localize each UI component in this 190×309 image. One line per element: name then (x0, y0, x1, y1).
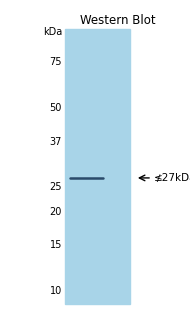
Text: 37: 37 (50, 137, 62, 147)
Text: 15: 15 (50, 240, 62, 250)
Text: 50: 50 (50, 103, 62, 113)
Text: Western Blot: Western Blot (80, 14, 156, 27)
Text: 25: 25 (50, 182, 62, 192)
Text: 20: 20 (50, 207, 62, 217)
Text: 75: 75 (50, 57, 62, 67)
Text: 10: 10 (50, 286, 62, 296)
Text: ≰27kDa: ≰27kDa (154, 173, 190, 183)
Text: kDa: kDa (43, 27, 62, 37)
Bar (65, 29, 130, 304)
